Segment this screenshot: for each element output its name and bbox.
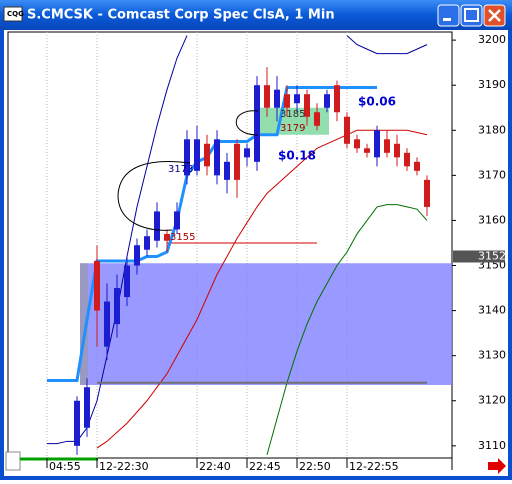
y-tick-label: 3120 [478,394,506,407]
candle-body [144,236,150,250]
candle-body [264,85,270,108]
candle-body [294,94,300,104]
x-tick-label: 22:50 [299,460,331,473]
candle-body [364,148,370,153]
annotation: 3185 [280,109,305,120]
last-price-label: 3152 [478,249,506,262]
y-tick-label: 3200 [478,33,506,46]
scroll-box[interactable] [5,451,21,471]
y-tick-label: 3180 [478,123,506,136]
minimize-button[interactable] [437,4,460,27]
candle-body [324,94,330,108]
candle-body [404,152,410,167]
annotation: $0.06 [358,95,396,109]
candle-body [84,387,90,428]
scroll-right-arrow[interactable] [488,458,506,474]
candle-body [344,116,350,144]
annotation: 3173 [168,164,193,175]
candle-body [414,161,420,171]
candle-body [254,85,260,162]
x-tick-label: 04:55 [49,460,81,473]
zone [80,263,452,385]
candle-body [334,85,340,113]
candle-body [354,139,360,149]
annotation: $0.18 [278,149,316,163]
candle-body [164,233,170,241]
candle-body [284,94,290,108]
y-tick-label: 3140 [478,304,506,317]
candle-body [424,179,430,207]
candle-body [214,139,220,176]
y-tick-label: 3170 [478,168,506,181]
y-tick-label: 3190 [478,78,506,91]
drawn-curve [117,161,191,231]
x-tick-label: 12-22:55 [349,460,399,473]
app-icon-text: CQG [7,10,24,18]
candle-body [384,139,390,153]
annotation: 3179 [280,123,305,134]
x-tick-label: 22:45 [249,460,281,473]
candle-body [94,261,100,311]
indicator-line [47,85,377,382]
candle-body [184,139,190,176]
y-tick-label: 3160 [478,213,506,226]
candle-body [304,94,310,117]
x-tick-label: 12-22:30 [99,460,149,473]
indicator-line [266,204,428,455]
indicator-line [96,129,428,449]
candle-body [374,130,380,158]
window-title: S.CMCSK - Comcast Corp Spec ClsA, 1 Min [27,8,335,23]
candle-body [124,265,130,298]
title-bar [0,0,512,30]
candle-body [274,89,280,108]
plot [46,32,452,458]
zone-shade [80,263,88,385]
candle-body [104,301,110,347]
x-tick-label: 22:40 [199,460,231,473]
last-price-box [453,250,505,263]
candle-body [224,161,230,180]
annotation: 3155 [170,232,195,243]
app-icon [3,6,23,22]
candle-body [204,143,210,167]
candle-body [74,400,80,446]
drawn-curve [235,110,259,136]
candle-body [234,143,240,180]
candle-body [314,112,320,126]
candle-body [394,143,400,158]
candle-body [134,245,140,266]
y-tick-label: 3130 [478,349,506,362]
y-tick-label: 3110 [478,439,506,452]
candle-body [174,211,180,230]
maximize-button[interactable] [460,4,483,27]
candle-body [154,211,160,241]
candle-body [114,288,120,325]
candle-body [194,139,200,171]
candle-body [244,148,250,158]
close-button[interactable] [483,4,506,27]
